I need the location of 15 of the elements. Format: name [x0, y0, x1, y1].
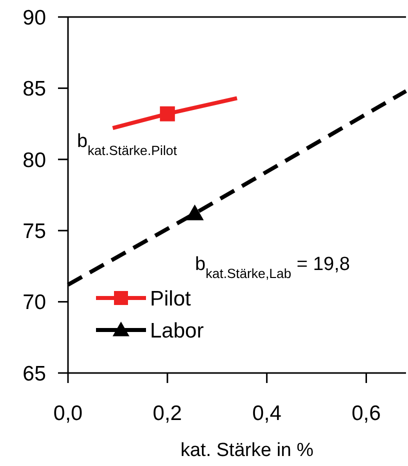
x-tick-label: 0,2 — [152, 402, 182, 425]
x-tick-label: 0,0 — [53, 402, 83, 425]
annotation: b$_{kat.Stärke.Pilot}$ — [77, 131, 178, 158]
y-tick-label: 85 — [22, 78, 46, 101]
y-tick-label: 75 — [22, 220, 46, 243]
legend-label: Labor — [150, 319, 204, 342]
annotation: b$_{kat.Stärke,Lab}$ = 19,8 — [195, 254, 350, 280]
y-tick-label: 65 — [22, 362, 46, 386]
y-tick-label: 90 — [22, 6, 46, 30]
x-tick-label: 0,6 — [352, 402, 381, 425]
x-axis-title: kat. Stärke in % — [180, 440, 314, 461]
y-tick-label: 80 — [22, 148, 46, 172]
legend-label: Pilot — [150, 287, 192, 310]
x-tick-label: 0,4 — [252, 402, 282, 425]
y-tick-label: 70 — [22, 291, 46, 314]
